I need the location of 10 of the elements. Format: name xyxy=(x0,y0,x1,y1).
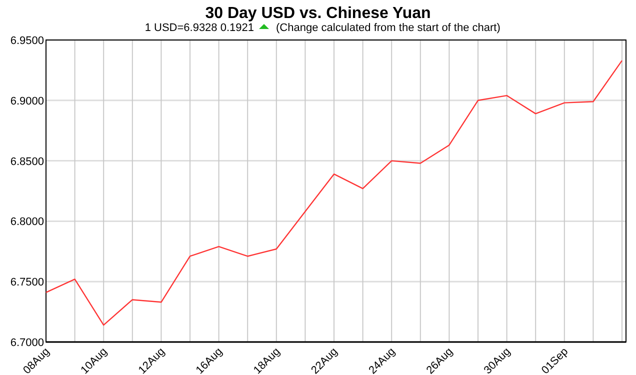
y-tick-label: 6.7500 xyxy=(10,276,44,289)
y-tick-label: 6.9500 xyxy=(10,35,44,47)
text: (Change calculated from the start of the chart) xyxy=(276,22,500,34)
chart-title: 30 Day USD vs. Chinese Yuan xyxy=(205,5,431,22)
y-tick-label: 6.8000 xyxy=(10,216,44,228)
line-series xyxy=(45,60,623,326)
chart-subtitle: 1 USD=6.9328 0.1921 xyxy=(144,22,254,34)
y-tick-label: 6.9000 xyxy=(10,95,44,108)
y-tick-label: 6.7000 xyxy=(10,337,44,349)
y-tick-label: 6.8500 xyxy=(10,156,44,168)
